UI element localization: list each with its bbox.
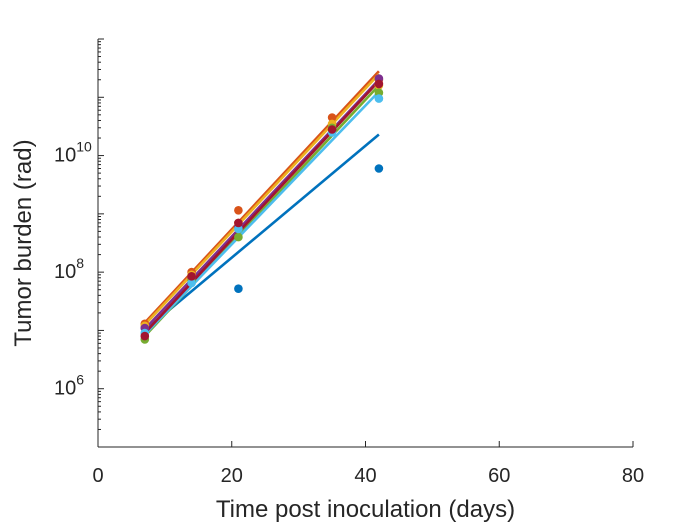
data-point-s7-5 bbox=[374, 79, 384, 89]
x-tick-label: 20 bbox=[221, 465, 243, 487]
data-point-s1-2 bbox=[234, 284, 243, 294]
data-point-s7-1 bbox=[140, 331, 150, 341]
data-point-s6-5 bbox=[374, 94, 384, 103]
x-tick-label: 80 bbox=[622, 465, 644, 487]
fit-line-6 bbox=[143, 90, 380, 336]
data-points-group bbox=[140, 74, 384, 344]
data-point-s7-4 bbox=[327, 125, 337, 134]
fit-line-3 bbox=[143, 73, 380, 326]
data-point-s2-3 bbox=[234, 206, 243, 215]
y-tick-label: 108 bbox=[54, 255, 84, 283]
axes-group: 0 20 40 60 80 106 108 1010 bbox=[54, 38, 644, 487]
y-tick-label: 106 bbox=[54, 372, 84, 400]
y-axis-label: Tumor burden (rad) bbox=[10, 139, 37, 346]
data-point-s6-2 bbox=[187, 278, 196, 288]
fit-line-1 bbox=[143, 133, 380, 332]
x-tick-label: 60 bbox=[488, 465, 510, 487]
data-point-s6-3 bbox=[234, 224, 243, 234]
data-point-s2-4 bbox=[327, 113, 337, 122]
data-point-s7-3 bbox=[234, 218, 243, 228]
x-axis-label: Time post inoculation (days) bbox=[216, 496, 515, 523]
x-tick-label: 0 bbox=[92, 465, 103, 487]
data-point-s7-2 bbox=[187, 272, 196, 281]
fit-line-2 bbox=[143, 70, 380, 324]
y-tick-label: 1010 bbox=[54, 139, 92, 167]
fit-line-7 bbox=[143, 80, 380, 334]
data-point-s5-5 bbox=[374, 88, 384, 97]
data-point-s1-3 bbox=[374, 164, 384, 173]
x-tick-label: 40 bbox=[354, 465, 376, 487]
fit-lines-group bbox=[143, 70, 380, 337]
data-point-s5-3 bbox=[234, 232, 243, 242]
